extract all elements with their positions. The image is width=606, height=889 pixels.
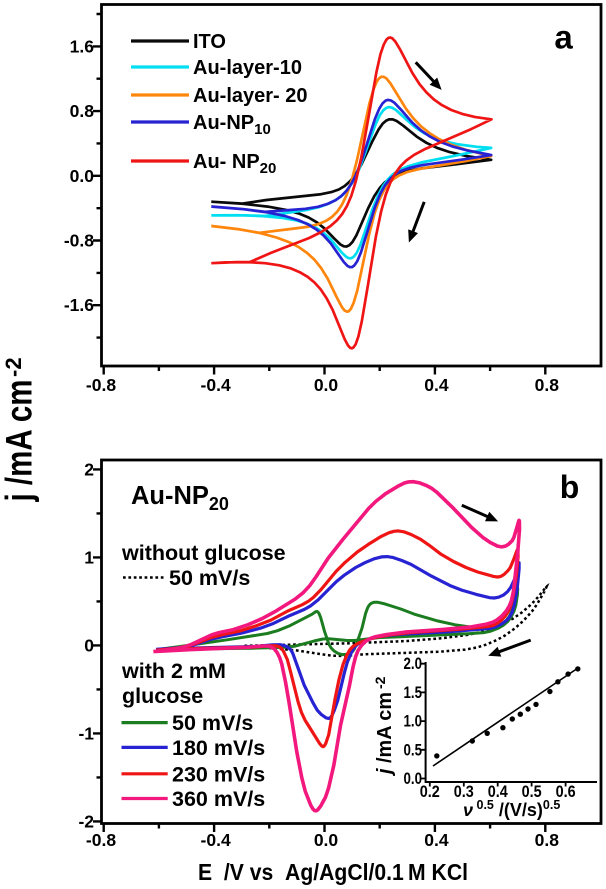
svg-text:0.8: 0.8 [535, 375, 560, 395]
svg-text:0.0: 0.0 [314, 375, 339, 395]
svg-text:0.0: 0.0 [404, 770, 423, 788]
svg-text:1.5: 1.5 [404, 684, 423, 702]
svg-text:-2: -2 [372, 676, 388, 689]
svg-text:a: a [554, 19, 573, 56]
svg-text:0.4: 0.4 [488, 783, 509, 801]
svg-text:-2: -2 [1, 357, 26, 377]
svg-text:0.2: 0.2 [420, 783, 440, 801]
svg-text:-1: -1 [78, 723, 94, 743]
svg-text:j /mA cm: j /mA cm [374, 692, 396, 777]
svg-text:0: 0 [84, 635, 94, 655]
svg-text:-0.8: -0.8 [86, 375, 116, 395]
svg-text:0.8: 0.8 [535, 830, 560, 850]
svg-text:360 mV/s: 360 mV/s [172, 787, 265, 811]
svg-text:ν 0.5 /(V/s)0.5: ν 0.5 /(V/s)0.5 [463, 798, 560, 820]
svg-text:0.4: 0.4 [424, 830, 449, 850]
svg-text:without glucose: without glucose [121, 541, 286, 565]
svg-text:0.0: 0.0 [314, 830, 339, 850]
svg-text:0.6: 0.6 [556, 783, 576, 801]
svg-text:0.5: 0.5 [522, 783, 542, 801]
svg-text:0.4: 0.4 [424, 375, 449, 395]
svg-text:b: b [560, 469, 580, 505]
svg-text:0.3: 0.3 [454, 783, 474, 801]
svg-text:0.5: 0.5 [404, 741, 423, 759]
svg-text:with 2 mM: with 2 mM [121, 659, 226, 683]
svg-text:E /V vs Ag/AgCl/0.1 M KCl: E /V vs Ag/AgCl/0.1 M KCl [198, 859, 468, 885]
svg-text:-2: -2 [78, 811, 94, 831]
svg-text:-0.8: -0.8 [64, 231, 94, 251]
svg-text:0.8: 0.8 [70, 101, 95, 121]
svg-text:2: 2 [84, 459, 94, 479]
svg-text:1: 1 [84, 547, 94, 567]
svg-text:glucose: glucose [122, 684, 203, 708]
svg-text:j /mA cm: j /mA cm [0, 380, 40, 503]
svg-text:50 mV/s: 50 mV/s [172, 711, 253, 735]
svg-text:-1.6: -1.6 [64, 295, 94, 315]
svg-text:2.0: 2.0 [404, 655, 423, 673]
svg-text:-0.8: -0.8 [86, 830, 116, 850]
svg-text:230 mV/s: 230 mV/s [172, 762, 265, 786]
svg-text:-0.4: -0.4 [201, 830, 231, 850]
svg-text:0.0: 0.0 [70, 166, 95, 186]
svg-text:50 mV/s: 50 mV/s [169, 566, 250, 590]
svg-text:180 mV/s: 180 mV/s [172, 736, 265, 760]
svg-text:Au-NP10: Au-NP10 [193, 112, 271, 138]
svg-text:-0.4: -0.4 [201, 375, 231, 395]
svg-text:1.6: 1.6 [70, 36, 95, 56]
svg-text:Au-layer-10: Au-layer-10 [193, 57, 302, 79]
svg-text:ITO: ITO [193, 31, 226, 53]
svg-text:1.0: 1.0 [404, 713, 423, 731]
svg-text:Au-layer- 20: Au-layer- 20 [193, 85, 308, 107]
